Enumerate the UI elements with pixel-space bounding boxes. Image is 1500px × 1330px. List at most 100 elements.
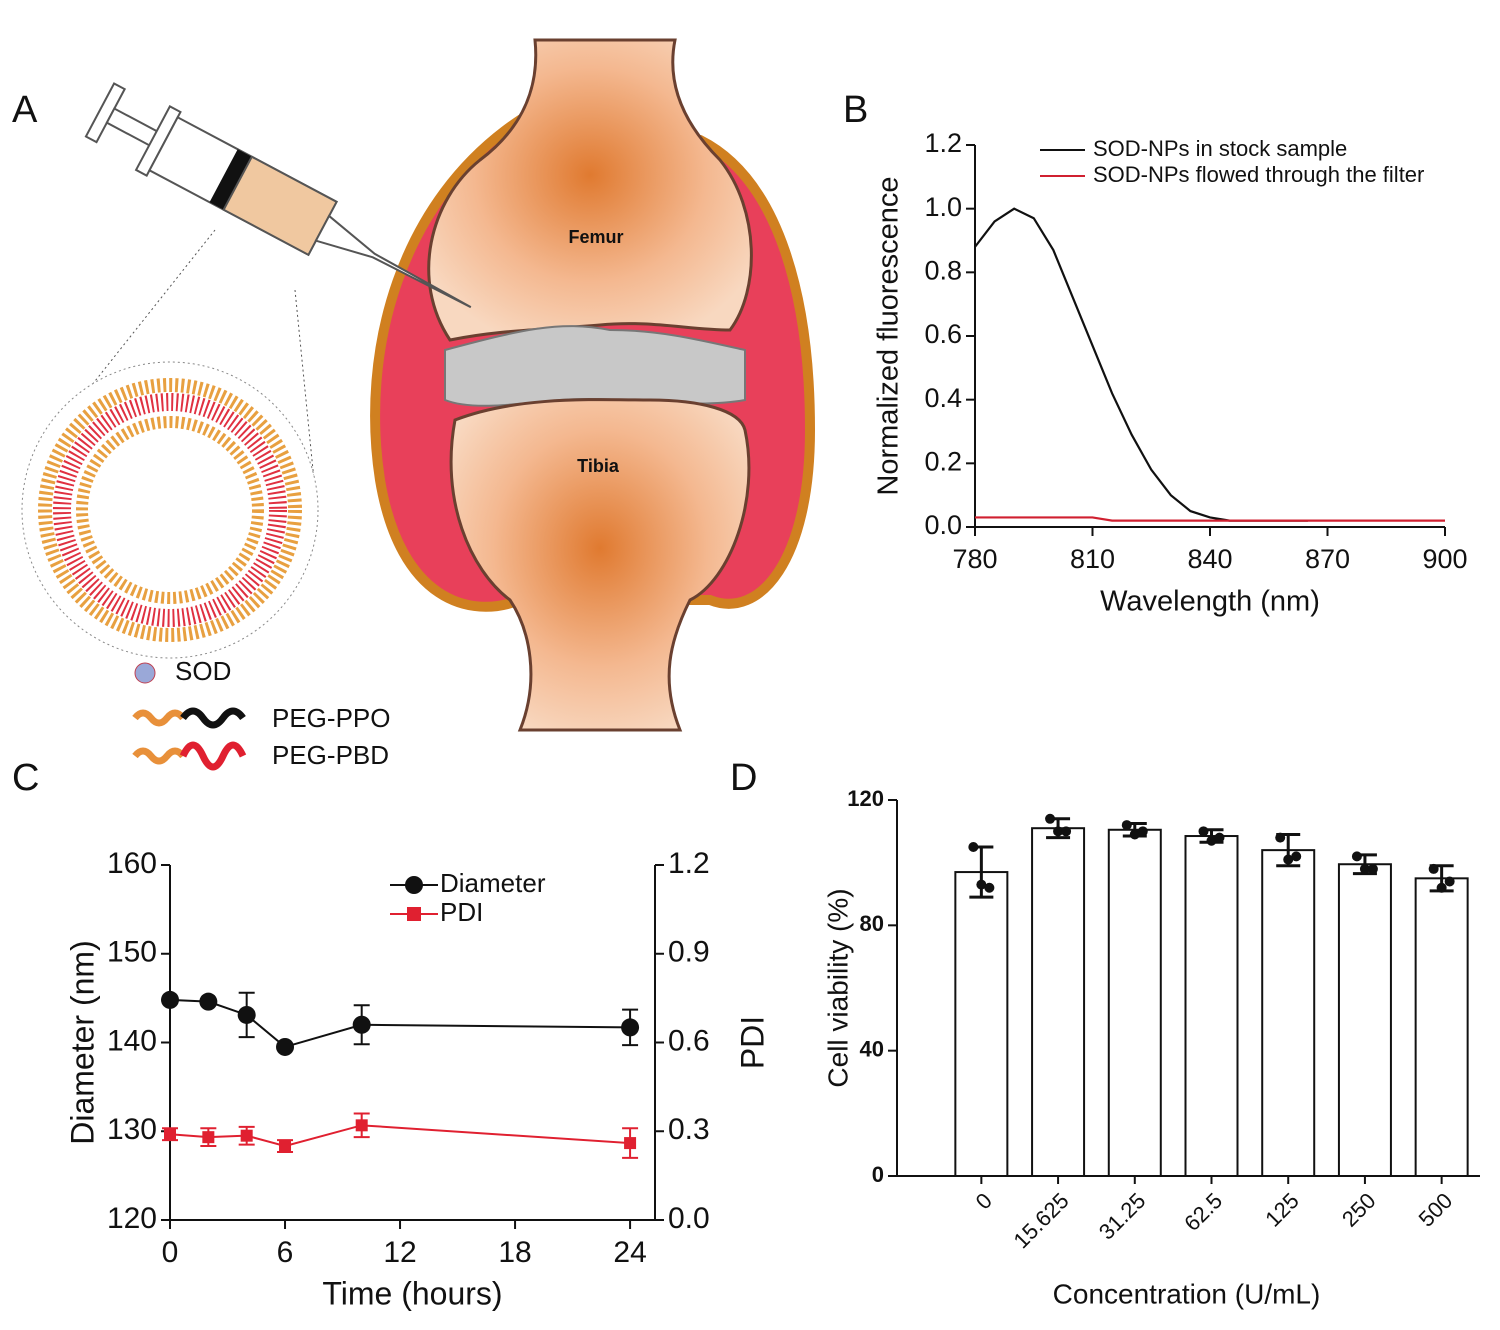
x-tick-label: 6 — [277, 1236, 294, 1269]
micelle-core — [53, 393, 287, 627]
x-tick-label: 125 — [1260, 1188, 1304, 1232]
data-point — [1129, 829, 1140, 840]
y-axis-label: Cell viability (%) — [822, 888, 853, 1087]
y-tick-label: 80 — [860, 911, 884, 936]
y-tick-label: 130 — [107, 1113, 157, 1146]
peg-icon — [132, 747, 186, 765]
y-tick-label: 1.2 — [924, 128, 962, 158]
y2-tick-label: 0.3 — [668, 1113, 710, 1146]
panel-label: C — [12, 757, 39, 799]
x-tick-label: 0 — [162, 1236, 179, 1269]
ppo-icon — [180, 707, 246, 729]
data-point — [1214, 832, 1225, 843]
tibia — [449, 398, 751, 732]
data-line — [975, 516, 1445, 522]
tibia-label: Tibia — [577, 456, 620, 476]
data-point — [1198, 826, 1209, 837]
y-tick-label: 40 — [860, 1036, 884, 1061]
micelle-zoom — [21, 361, 319, 659]
zoom-line — [79, 229, 216, 401]
point — [161, 990, 179, 1009]
y-tick-label: 0.8 — [924, 255, 962, 285]
panel-label: B — [843, 89, 868, 131]
data-point — [984, 882, 995, 893]
data-point — [968, 842, 979, 852]
point — [352, 1015, 371, 1034]
point — [199, 992, 218, 1011]
x-tick-label: 12 — [383, 1236, 416, 1269]
micelle-shell — [38, 378, 302, 642]
x-tick-label: 900 — [1422, 544, 1467, 574]
data-point — [1359, 863, 1370, 874]
data-line — [169, 1124, 631, 1148]
legend-text: SOD-NPs in stock sample — [1093, 136, 1347, 161]
x-tick-label: 810 — [1070, 544, 1115, 574]
point — [276, 1037, 295, 1056]
x-tick-label: 24 — [613, 1236, 646, 1269]
data-point — [1428, 863, 1439, 874]
y-axis-label: Normalized fluorescence — [873, 176, 905, 495]
legend-text: SOD-NPs flowed through the filter — [1093, 162, 1424, 187]
x-tick-label: 18 — [498, 1236, 531, 1269]
legend-text: PEG-PPO — [272, 703, 390, 733]
y2-axis-label: PDI — [734, 1016, 770, 1069]
femur-label: Femur — [568, 227, 623, 247]
point — [240, 1129, 253, 1142]
pbd-icon — [179, 741, 247, 771]
x-tick-label: 250 — [1337, 1188, 1381, 1232]
y2-tick-label: 0.9 — [668, 936, 710, 969]
x-axis-label: Wavelength (nm) — [1100, 586, 1320, 618]
data-point — [1137, 826, 1148, 837]
legend-text: SOD — [175, 656, 231, 686]
data-point — [1367, 863, 1378, 874]
data-point — [1206, 835, 1217, 846]
data-point — [1053, 826, 1064, 837]
data-point — [1283, 854, 1294, 865]
bar — [1261, 849, 1316, 1178]
bar — [1184, 835, 1239, 1177]
data-point — [1291, 851, 1302, 862]
y-tick-label: 120 — [107, 1202, 157, 1235]
panel-label: D — [730, 757, 757, 799]
x-axis-label: Concentration (U/mL) — [1053, 1278, 1321, 1309]
x-axis-label: Time (hours) — [322, 1275, 502, 1311]
y-tick-label: 140 — [107, 1024, 157, 1057]
y-tick-label: 0.4 — [924, 383, 962, 413]
y2-tick-label: 0.6 — [668, 1024, 710, 1057]
bar — [1107, 828, 1162, 1177]
data-point — [1436, 882, 1447, 893]
data-line — [169, 998, 631, 1049]
x-tick-label: 500 — [1414, 1188, 1458, 1232]
data-line — [974, 207, 1308, 522]
y-tick-label: 0.0 — [924, 510, 962, 540]
data-point — [1045, 813, 1056, 824]
data-point — [1061, 826, 1072, 837]
x-tick-label: 780 — [952, 544, 997, 574]
bar — [1414, 877, 1469, 1177]
x-tick-label: 31.25 — [1094, 1188, 1151, 1245]
point — [164, 1128, 176, 1141]
legend-marker — [405, 876, 423, 894]
x-tick-label: 870 — [1305, 544, 1350, 574]
sod-icon — [134, 662, 156, 684]
micelle-shell — [76, 416, 264, 604]
bar — [1337, 863, 1392, 1177]
y-tick-label: 150 — [107, 936, 157, 969]
legend-text: PDI — [440, 897, 483, 927]
bar — [954, 871, 1009, 1177]
x-tick-label: 62.5 — [1179, 1188, 1227, 1236]
y2-tick-label: 0.0 — [668, 1202, 710, 1235]
y2-tick-label: 1.2 — [668, 847, 710, 880]
peg-icon — [132, 709, 186, 727]
y-tick-label: 120 — [847, 786, 884, 811]
y-axis-label: Diameter (nm) — [64, 940, 100, 1144]
data-point — [1121, 820, 1132, 831]
y-tick-label: 0 — [872, 1162, 884, 1187]
data-point — [976, 879, 987, 890]
y-tick-label: 1.0 — [924, 192, 962, 222]
point — [355, 1119, 368, 1132]
data-point — [1351, 851, 1362, 862]
bar — [1031, 827, 1086, 1177]
panel-label: A — [12, 89, 38, 131]
